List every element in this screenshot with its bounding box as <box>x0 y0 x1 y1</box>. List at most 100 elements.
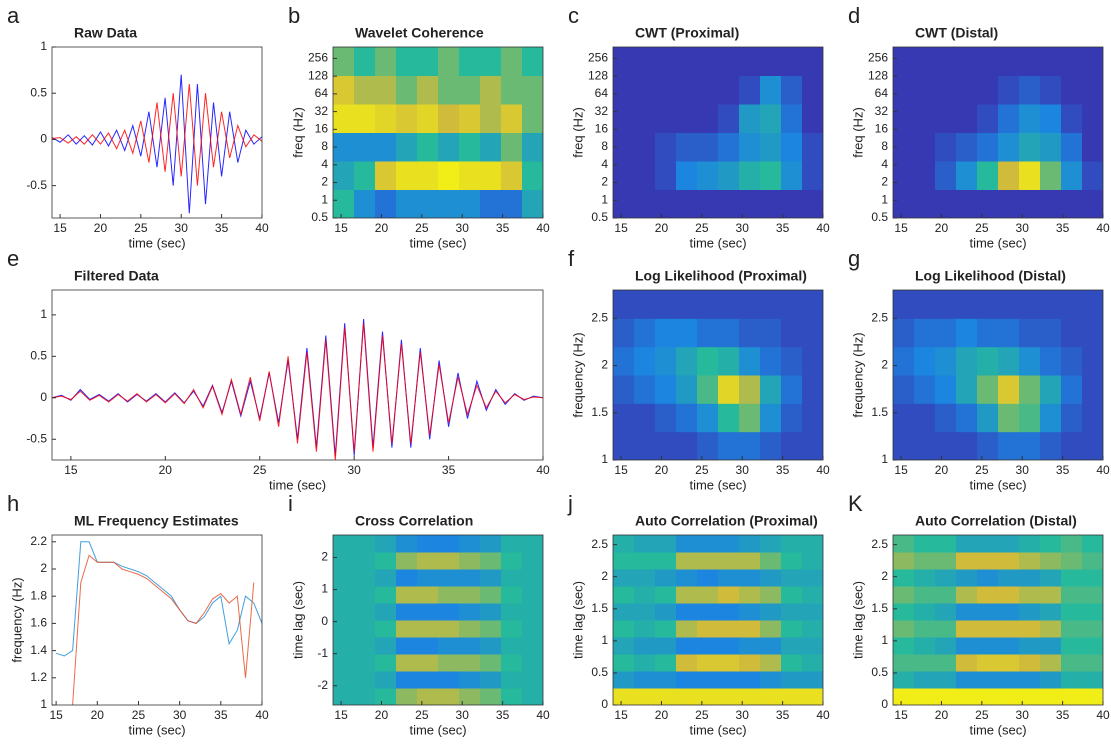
heatmap-cell <box>697 346 719 376</box>
heatmap-cell <box>634 637 656 655</box>
heatmap-cell <box>354 586 376 604</box>
heatmap-cell <box>739 161 761 190</box>
heatmap-cell <box>718 569 740 587</box>
heatmap-cell <box>613 671 635 689</box>
y-tick-label: 1.8 <box>30 588 47 602</box>
heatmap-cell <box>396 620 418 638</box>
heatmap-cell <box>438 47 460 76</box>
heatmap-cell <box>977 290 999 319</box>
y-tick-label: 2 <box>601 175 608 189</box>
heatmap-cell <box>501 688 523 705</box>
heatmap-cell <box>935 637 957 655</box>
y-axis-label: time lag (sec) <box>850 581 865 659</box>
heatmap-cell <box>676 375 698 404</box>
heatmap-cell <box>459 586 481 604</box>
heatmap-cell <box>438 654 460 672</box>
heatmap-cell <box>802 375 823 404</box>
x-tick-label: 25 <box>975 221 989 235</box>
heatmap-cell <box>935 688 957 705</box>
panel-title: Raw Data <box>74 25 137 41</box>
heatmap-cell <box>1040 586 1062 604</box>
heatmap-cell <box>956 346 978 376</box>
heatmap-cell <box>739 535 761 553</box>
heatmap-cell <box>375 47 397 76</box>
heatmap-cell <box>676 161 698 190</box>
heatmap-cell <box>697 375 719 404</box>
heatmap-cell <box>438 132 460 162</box>
heatmap-cell <box>956 318 978 348</box>
heatmap-cell <box>802 75 823 105</box>
heatmap-cell <box>676 431 698 460</box>
heatmap-cell <box>1082 161 1103 190</box>
x-tick-label: 30 <box>736 221 750 235</box>
x-tick-label: 35 <box>776 221 790 235</box>
heatmap-cell <box>1019 603 1041 621</box>
heatmap-cell <box>396 654 418 672</box>
heatmap-cell <box>501 535 523 553</box>
heatmap-cell <box>459 104 481 133</box>
heatmap-cell <box>998 75 1020 105</box>
heatmap-cell <box>802 603 823 621</box>
heatmap-cell <box>914 586 936 604</box>
heatmap-cell <box>333 75 355 105</box>
heatmap-cell <box>760 603 782 621</box>
heatmap-cell <box>977 75 999 105</box>
heatmap-cell <box>1040 346 1062 376</box>
heatmap-cell <box>1040 620 1062 638</box>
heatmap-cell <box>354 637 376 655</box>
plot-area <box>52 47 262 218</box>
heatmap-cell <box>396 189 418 218</box>
heatmap-cell <box>718 688 740 705</box>
heatmap-cell <box>781 132 803 162</box>
heatmap-cell <box>977 637 999 655</box>
x-tick-label: 35 <box>442 463 456 477</box>
heatmap-cell <box>739 132 761 162</box>
x-axis-label: time (sec) <box>689 722 746 737</box>
y-tick-label: 32 <box>875 104 889 118</box>
heatmap-cell <box>417 569 439 587</box>
heatmap-cell <box>935 47 957 76</box>
heatmap-cell <box>1040 104 1062 133</box>
heatmap-cell <box>977 586 999 604</box>
x-axis-label: time (sec) <box>969 235 1026 250</box>
x-tick-label: 20 <box>935 463 949 477</box>
heatmap-cell <box>998 346 1020 376</box>
heatmap-cell <box>935 132 957 162</box>
heatmap-cell <box>459 47 481 76</box>
heatmap-cell <box>760 654 782 672</box>
heatmap-cell <box>396 552 418 570</box>
heatmap-cell <box>522 189 543 218</box>
heatmap-cell <box>480 189 502 218</box>
heatmap-cell <box>914 346 936 376</box>
heatmap-cell <box>760 688 782 705</box>
heatmap-cell <box>802 620 823 638</box>
x-tick-label: 20 <box>935 708 949 722</box>
heatmap-cell <box>781 586 803 604</box>
heatmap-cell <box>613 654 635 672</box>
x-tick-label: 20 <box>935 221 949 235</box>
heatmap-cell <box>634 346 656 376</box>
heatmap-cell <box>893 318 915 348</box>
heatmap-cell <box>935 104 957 133</box>
plot-content <box>333 47 543 218</box>
heatmap-cell <box>977 375 999 404</box>
heatmap-cell <box>1082 671 1103 689</box>
heatmap-cell <box>634 535 656 553</box>
heatmap-cell <box>977 535 999 553</box>
heatmap-cell <box>480 75 502 105</box>
heatmap-cell <box>760 104 782 133</box>
heatmap-cell <box>1040 671 1062 689</box>
heatmap-cell <box>1082 603 1103 621</box>
heatmap-cell <box>998 688 1020 705</box>
heatmap-cell <box>522 654 543 672</box>
heatmap-cell <box>1082 189 1103 218</box>
panel: 15 20 25 30 35 40 1 1.2 1.4 1.6 1.8 2 2.2 time (sec) f… <box>7 491 269 738</box>
heatmap-cell <box>1040 688 1062 705</box>
x-tick-label: 30 <box>456 221 470 235</box>
heatmap-cell <box>459 132 481 162</box>
panel: 15 20 25 30 35 40 0.5 1 2 4 8 16 32 64 128 256 time (sec… <box>848 3 1110 251</box>
heatmap-cell <box>522 132 543 162</box>
heatmap-cell <box>501 671 523 689</box>
heatmap-cell <box>914 403 936 433</box>
heatmap-cell <box>956 290 978 319</box>
